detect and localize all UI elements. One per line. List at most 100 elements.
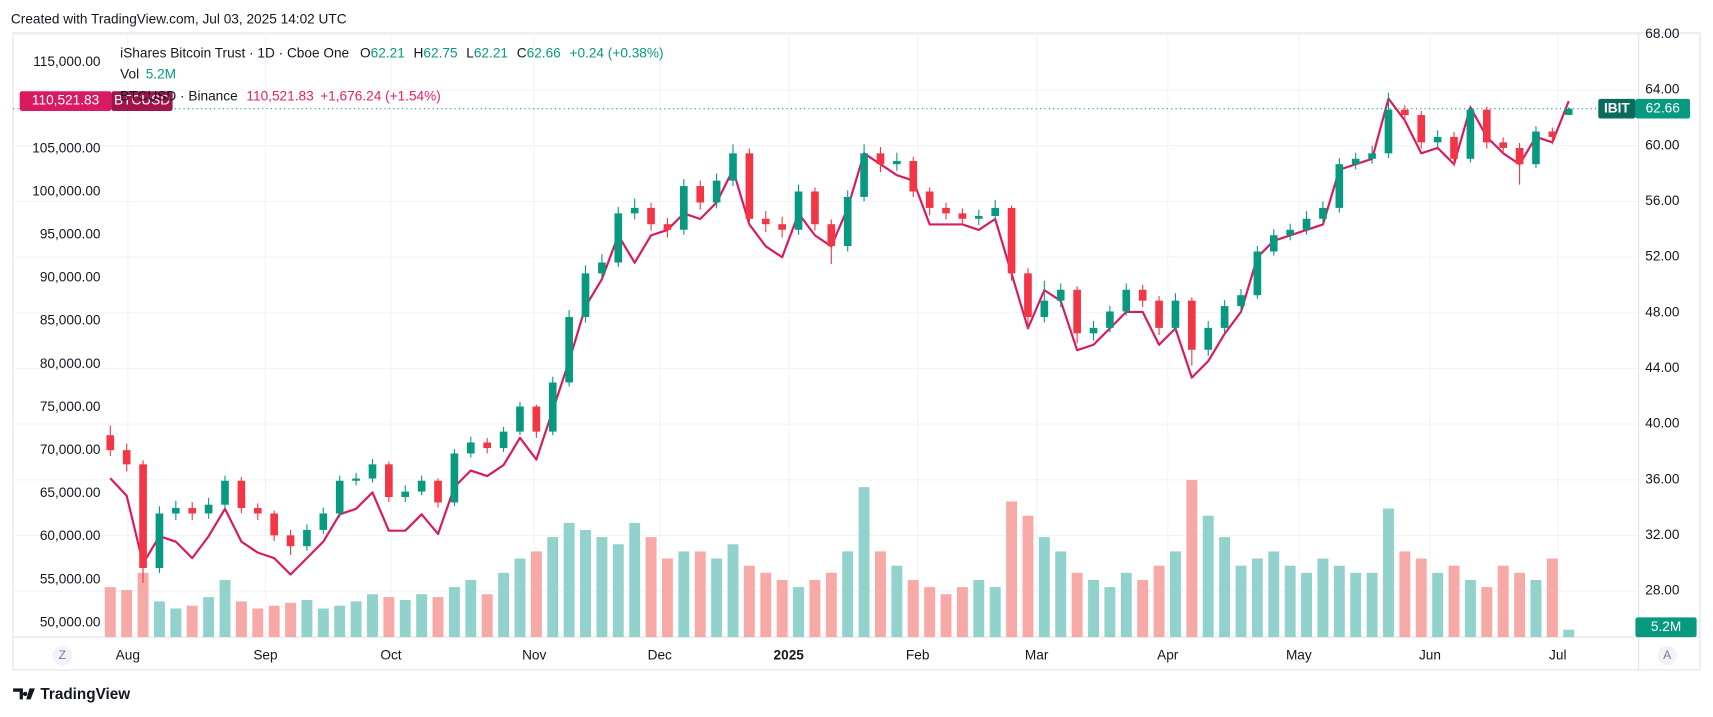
volume-bar — [1202, 515, 1214, 638]
candle-body — [417, 480, 426, 492]
y-tick-label: 80,000.00 — [40, 356, 101, 371]
volume-bar — [956, 587, 968, 638]
x-tick-label: Mar — [1025, 647, 1049, 662]
candle-body — [483, 442, 492, 449]
legend-btc-price: 110,521.83 — [246, 88, 313, 103]
volume-bar — [1137, 579, 1149, 638]
volume-bar — [203, 597, 215, 638]
candle-body — [1204, 327, 1213, 350]
footer-logo: TradingView — [13, 686, 130, 703]
candle-body — [1286, 229, 1294, 236]
volume-bar — [580, 529, 591, 638]
volume-bar — [416, 594, 428, 638]
badge-price: 110,521.83 — [32, 93, 99, 108]
candle-body — [1351, 158, 1360, 165]
legend-volume-name: Vol — [120, 66, 139, 81]
y-tick-label: 95,000.00 — [40, 227, 101, 242]
volume-bar — [645, 537, 657, 638]
volume-bar — [776, 579, 788, 638]
candle-body — [106, 435, 115, 451]
volume-bar — [694, 551, 706, 638]
candle-body — [614, 213, 623, 263]
volume-bar — [350, 601, 362, 638]
x-tick-label: Apr — [1157, 647, 1179, 662]
y2-tick-label: 60.00 — [1645, 137, 1680, 152]
volume-bar — [1120, 572, 1132, 638]
volume-bar — [1153, 565, 1165, 638]
y2-tick-label: 36.00 — [1645, 471, 1680, 486]
candle-body — [548, 382, 557, 432]
candle-body — [778, 224, 786, 230]
candle-body — [1269, 235, 1278, 252]
y-tick-label: 75,000.00 — [40, 399, 101, 414]
volume-bar — [1432, 572, 1444, 638]
volume-bar — [465, 579, 477, 638]
volume-bar — [793, 587, 805, 638]
y2-tick-label: 28.00 — [1645, 583, 1680, 598]
candle-body — [237, 480, 246, 509]
candle-body — [1515, 147, 1524, 165]
x-tick-label: May — [1286, 647, 1312, 662]
volume-bar — [1415, 558, 1427, 638]
legend-value: 62.75 — [423, 45, 458, 60]
candle-body — [843, 196, 852, 247]
volume-bar — [235, 601, 247, 638]
x-tick-label: Oct — [380, 647, 401, 662]
volume-bar — [268, 605, 280, 638]
volume-bar — [661, 558, 673, 638]
candle-body — [598, 262, 606, 274]
candle-body — [1450, 136, 1458, 159]
volume-bar — [448, 587, 460, 638]
legend-value: 62.21 — [371, 45, 405, 60]
volume-bar — [1022, 515, 1034, 638]
candle-body — [761, 218, 770, 225]
candle-body — [139, 464, 147, 569]
volume-bar — [924, 587, 936, 638]
volume-bar — [1055, 551, 1067, 638]
legend-change: +0.24 (+0.38%) — [570, 45, 664, 60]
volume-bar — [678, 551, 690, 638]
volume-bar — [1399, 551, 1411, 638]
corner-button[interactable] — [1657, 645, 1677, 666]
volume-bar — [875, 551, 886, 638]
frame — [12, 32, 1701, 671]
candle-body — [1220, 306, 1229, 328]
candle-body — [745, 153, 754, 219]
candle-body — [303, 529, 311, 547]
candle-body — [1056, 289, 1065, 301]
volume-bar — [1104, 587, 1116, 638]
legend-letter: C — [517, 45, 527, 60]
volume-bar — [1366, 572, 1378, 638]
volume-bar — [334, 605, 346, 638]
volume-bar — [219, 579, 231, 638]
candle-body — [270, 513, 278, 536]
corner-button[interactable] — [52, 645, 73, 666]
badge-bg — [111, 91, 173, 111]
candle-body — [1171, 300, 1180, 328]
volume-bar — [1169, 551, 1181, 638]
y-tick-label: 65,000.00 — [40, 485, 101, 500]
legend-volume-value: 5.2M — [146, 66, 176, 81]
candle-body — [172, 508, 180, 514]
badge-bg — [1635, 98, 1691, 119]
candle-body — [1564, 108, 1573, 115]
volume-bar — [907, 579, 919, 638]
badge-price: 62.66 — [1646, 100, 1680, 115]
volume-bar — [186, 605, 198, 638]
y2-tick-label: 40.00 — [1645, 416, 1680, 431]
volume-bar — [547, 537, 559, 638]
candle-body — [1253, 251, 1262, 296]
volume-bar — [1006, 501, 1018, 638]
volume-bar — [1383, 508, 1394, 638]
candle-body — [860, 153, 868, 197]
volume-bar — [596, 537, 608, 638]
candle-body — [680, 186, 688, 230]
candle-body — [1073, 289, 1081, 334]
volume-bar — [1481, 587, 1493, 638]
volume-bar — [1071, 572, 1083, 638]
volume-bar — [1301, 572, 1313, 638]
volume-bar — [1448, 565, 1460, 638]
legend-value: 62.21 — [474, 45, 508, 60]
x-tick-label: Aug — [116, 647, 140, 662]
volume-bar — [711, 558, 723, 638]
